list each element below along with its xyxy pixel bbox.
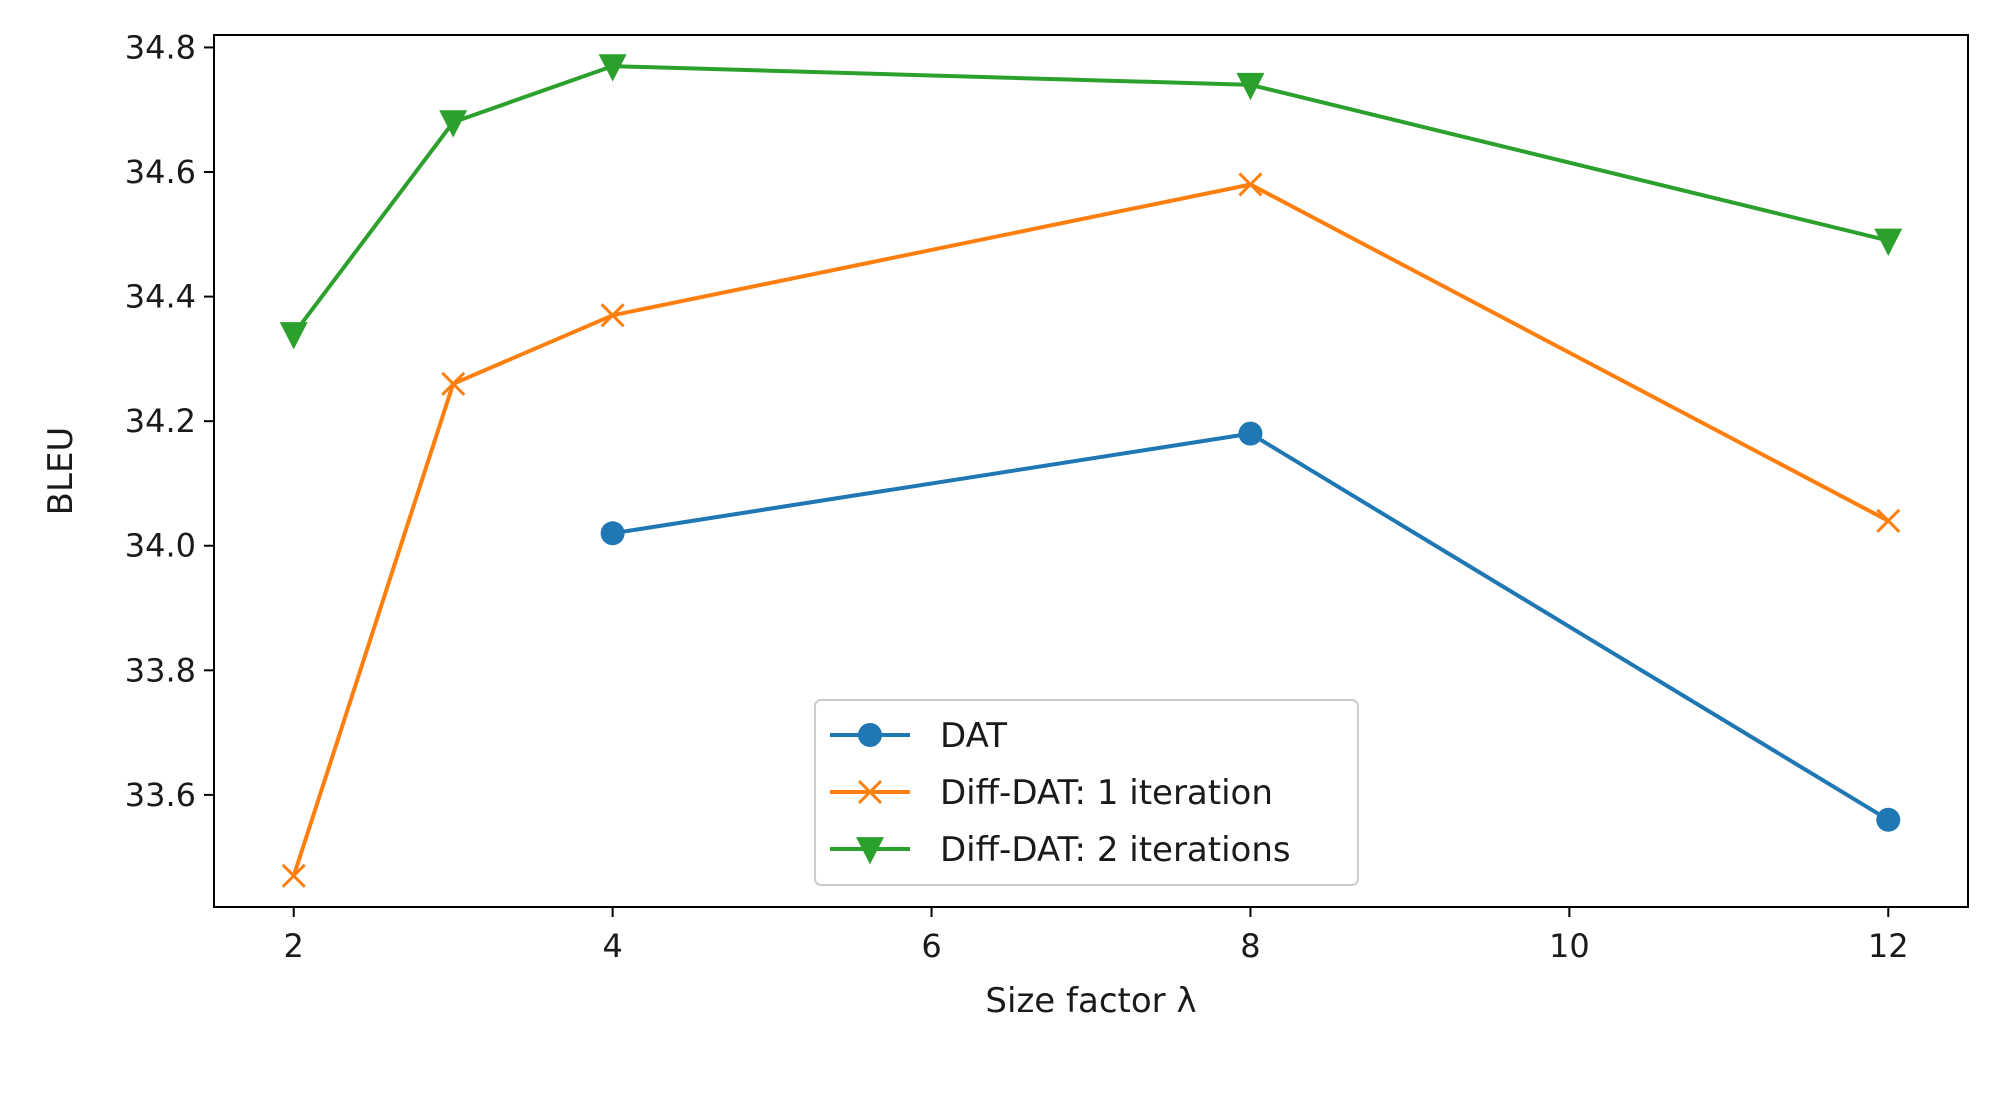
- series-0: [600, 421, 1901, 832]
- legend-swatch-marker: [858, 723, 882, 747]
- data-point: [1236, 72, 1265, 101]
- data-point: [600, 303, 625, 328]
- data-point: [1874, 228, 1903, 256]
- x-tick-label: 4: [602, 927, 622, 965]
- data-point: [1238, 172, 1263, 197]
- legend-items: DAT Diff-DAT: 1 iteration Diff-DAT: 2 iter…: [830, 716, 1291, 870]
- legend-item: Diff-DAT: 2 iterations: [830, 830, 1291, 870]
- x-tick-label: 10: [1549, 927, 1590, 965]
- y-tick-label: 33.8: [125, 651, 196, 689]
- x-axis-label: Size factor λ: [985, 981, 1196, 1021]
- x-tick-label: 12: [1868, 927, 1909, 965]
- series-1: [281, 172, 1901, 888]
- y-tick-label: 34.2: [125, 402, 196, 440]
- axes-frame: [213, 34, 1969, 908]
- legend-box: [814, 699, 1359, 886]
- y-tick-label: 33.6: [125, 776, 196, 814]
- legend-label: DAT: [940, 716, 1007, 756]
- y-axis-label: BLEU: [41, 427, 81, 516]
- x-tick-label: 2: [284, 927, 304, 965]
- y-tick-label: 34.8: [125, 28, 196, 66]
- legend-swatch-marker: [857, 779, 883, 805]
- data-point: [279, 322, 308, 350]
- legend-item: Diff-DAT: 1 iteration: [830, 773, 1273, 813]
- series-layer: [279, 54, 1903, 888]
- legend-item: DAT: [830, 716, 1007, 756]
- data-point: [1876, 807, 1901, 832]
- legend-swatch-marker: [856, 837, 884, 865]
- data-point: [281, 863, 306, 888]
- data-point: [1238, 421, 1263, 446]
- data-point: [598, 54, 627, 82]
- y-tick-label: 34.4: [125, 278, 196, 316]
- data-point: [441, 371, 466, 396]
- x-tick-label: 8: [1240, 927, 1260, 965]
- legend: DAT Diff-DAT: 1 iteration Diff-DAT: 2 iter…: [814, 699, 1359, 886]
- data-point: [600, 521, 625, 546]
- data-point: [439, 110, 468, 138]
- y-tick-label: 34.6: [125, 153, 196, 191]
- legend-label: Diff-DAT: 1 iteration: [940, 773, 1273, 813]
- y-tick-label: 34.0: [125, 527, 196, 565]
- data-point: [1876, 508, 1901, 533]
- legend-label: Diff-DAT: 2 iterations: [940, 830, 1291, 870]
- x-tick-label: 6: [921, 927, 941, 965]
- ticks-layer: 2 4 6 8 10 12 33.6 33.8 34.0 34.2 34.4 34.6 34.8: [125, 28, 1909, 965]
- series-2: [279, 54, 1903, 350]
